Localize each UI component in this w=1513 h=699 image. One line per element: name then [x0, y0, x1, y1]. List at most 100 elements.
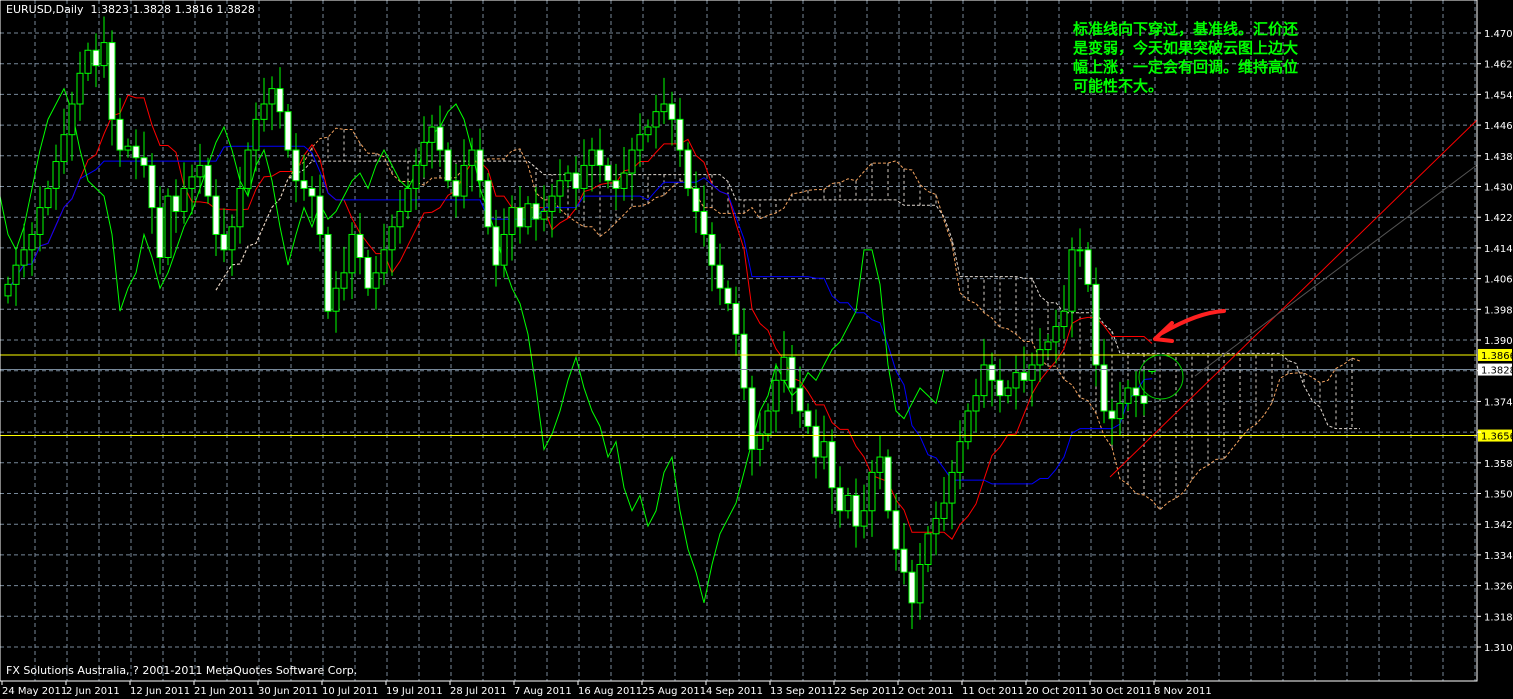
candle-body [468, 149, 476, 166]
candle-body [172, 195, 180, 212]
candle-body [84, 49, 92, 74]
candle-body [60, 134, 68, 163]
y-tick-label: 1.3345 [1484, 551, 1513, 562]
candle-body [1012, 372, 1020, 389]
candle-body [324, 233, 332, 312]
candle-body [852, 494, 860, 527]
y-tick-label: 1.3745 [1484, 397, 1513, 408]
candle-body [820, 441, 828, 458]
candle-body [740, 333, 748, 389]
candle-body [604, 164, 612, 182]
ohlc-readout: 1.3823 1.3828 1.3816 1.3828 [90, 3, 255, 16]
trendline[interactable] [1109, 119, 1478, 478]
candle-body [148, 164, 156, 209]
candle-body [620, 172, 628, 189]
candle-body [428, 126, 436, 143]
candle-body [268, 88, 276, 105]
candle-body [716, 264, 724, 289]
candle-body [516, 207, 524, 228]
candle-body [180, 187, 188, 212]
candle-body [140, 157, 148, 166]
horizontal-lines[interactable]: 1.3866 1.3656 1.3828 [0, 348, 1513, 443]
candle-body [220, 233, 228, 251]
candle-body [500, 233, 508, 266]
candle-body [548, 195, 556, 212]
candle-body [724, 287, 732, 305]
candle-body [508, 207, 516, 235]
price-label: 1.3866 [1481, 351, 1513, 362]
candle-body [316, 195, 324, 235]
candle-body [28, 233, 36, 251]
candle-body [996, 379, 1004, 397]
x-tick-label: 2 Jun 2011 [66, 686, 120, 697]
tenkan-sen-line [7, 94, 1153, 540]
candle-body [252, 118, 260, 151]
candle-body [348, 233, 356, 274]
candle-body [1068, 249, 1076, 312]
candle-body [372, 272, 380, 289]
candle-body [412, 164, 420, 189]
candle-body [524, 203, 532, 228]
candle-body [908, 571, 916, 604]
drawings[interactable] [1109, 119, 1478, 478]
candle-body [732, 303, 740, 335]
x-tick-label: 20 Oct 2011 [1026, 686, 1088, 697]
price-label: 1.3656 [1481, 432, 1513, 443]
senkou-span-a [215, 127, 1361, 511]
copyright-text: FX Solutions Australia, ? 2001-2011 Meta… [6, 664, 358, 677]
y-tick-label: 1.3985 [1484, 305, 1513, 316]
candle-body [668, 103, 676, 120]
symbol-label: EURUSD,Daily [6, 3, 84, 16]
candle-body [284, 111, 292, 151]
annotation-line: 幅上涨，一定会有回调。维持高位 [1073, 58, 1299, 76]
candle-body [236, 187, 244, 228]
x-tick-label: 2 Oct 2011 [898, 686, 953, 697]
highlight-circle[interactable] [1138, 354, 1184, 400]
candle-body [812, 425, 820, 458]
candle-body [652, 111, 660, 128]
y-tick-label: 1.4145 [1484, 244, 1513, 255]
y-tick-label: 1.3425 [1484, 520, 1513, 531]
candle-body [972, 395, 980, 412]
x-tick-label: 10 Jul 2011 [322, 686, 379, 697]
y-tick-label: 1.4705 [1484, 29, 1513, 40]
candle-body [260, 103, 268, 120]
candle-body [476, 149, 484, 182]
candle-body [396, 210, 404, 228]
candle-body [644, 126, 652, 136]
candle-body [76, 72, 84, 105]
candle-body [1084, 249, 1092, 285]
candle-body [452, 180, 460, 197]
candle-body [564, 172, 572, 182]
candle-body [492, 226, 500, 266]
x-tick-label: 21 Jun 2011 [194, 686, 254, 697]
candle-body [388, 226, 396, 251]
candle-body [580, 164, 588, 189]
candle-body [340, 272, 348, 289]
candle-body [1036, 349, 1044, 366]
y-tick-label: 1.4225 [1484, 213, 1513, 224]
trendline-faint[interactable] [1194, 164, 1478, 377]
x-tick-label: 16 Aug 2011 [578, 686, 642, 697]
candle-body [588, 149, 596, 166]
candle-body [356, 233, 364, 258]
y-tick-label: 1.3585 [1484, 459, 1513, 470]
price-label-box [1478, 348, 1512, 361]
arrow-annotation[interactable] [1160, 309, 1226, 335]
candle-body [212, 195, 220, 235]
candle-body [228, 226, 236, 251]
annotation-line: 可能性不大。 [1073, 77, 1164, 95]
candle-body [116, 118, 124, 151]
candle-body [1052, 326, 1060, 343]
candle-body [988, 364, 996, 381]
arrow-head [1153, 321, 1174, 343]
candle-body [1092, 283, 1100, 366]
y-tick-label: 1.3105 [1484, 643, 1513, 654]
y-tick-label: 1.3265 [1484, 582, 1513, 593]
candle-body [1100, 364, 1108, 412]
y-tick-label: 1.4625 [1484, 60, 1513, 71]
candle-body [196, 164, 204, 178]
candle-body [300, 180, 308, 189]
candles [4, 16, 1156, 629]
